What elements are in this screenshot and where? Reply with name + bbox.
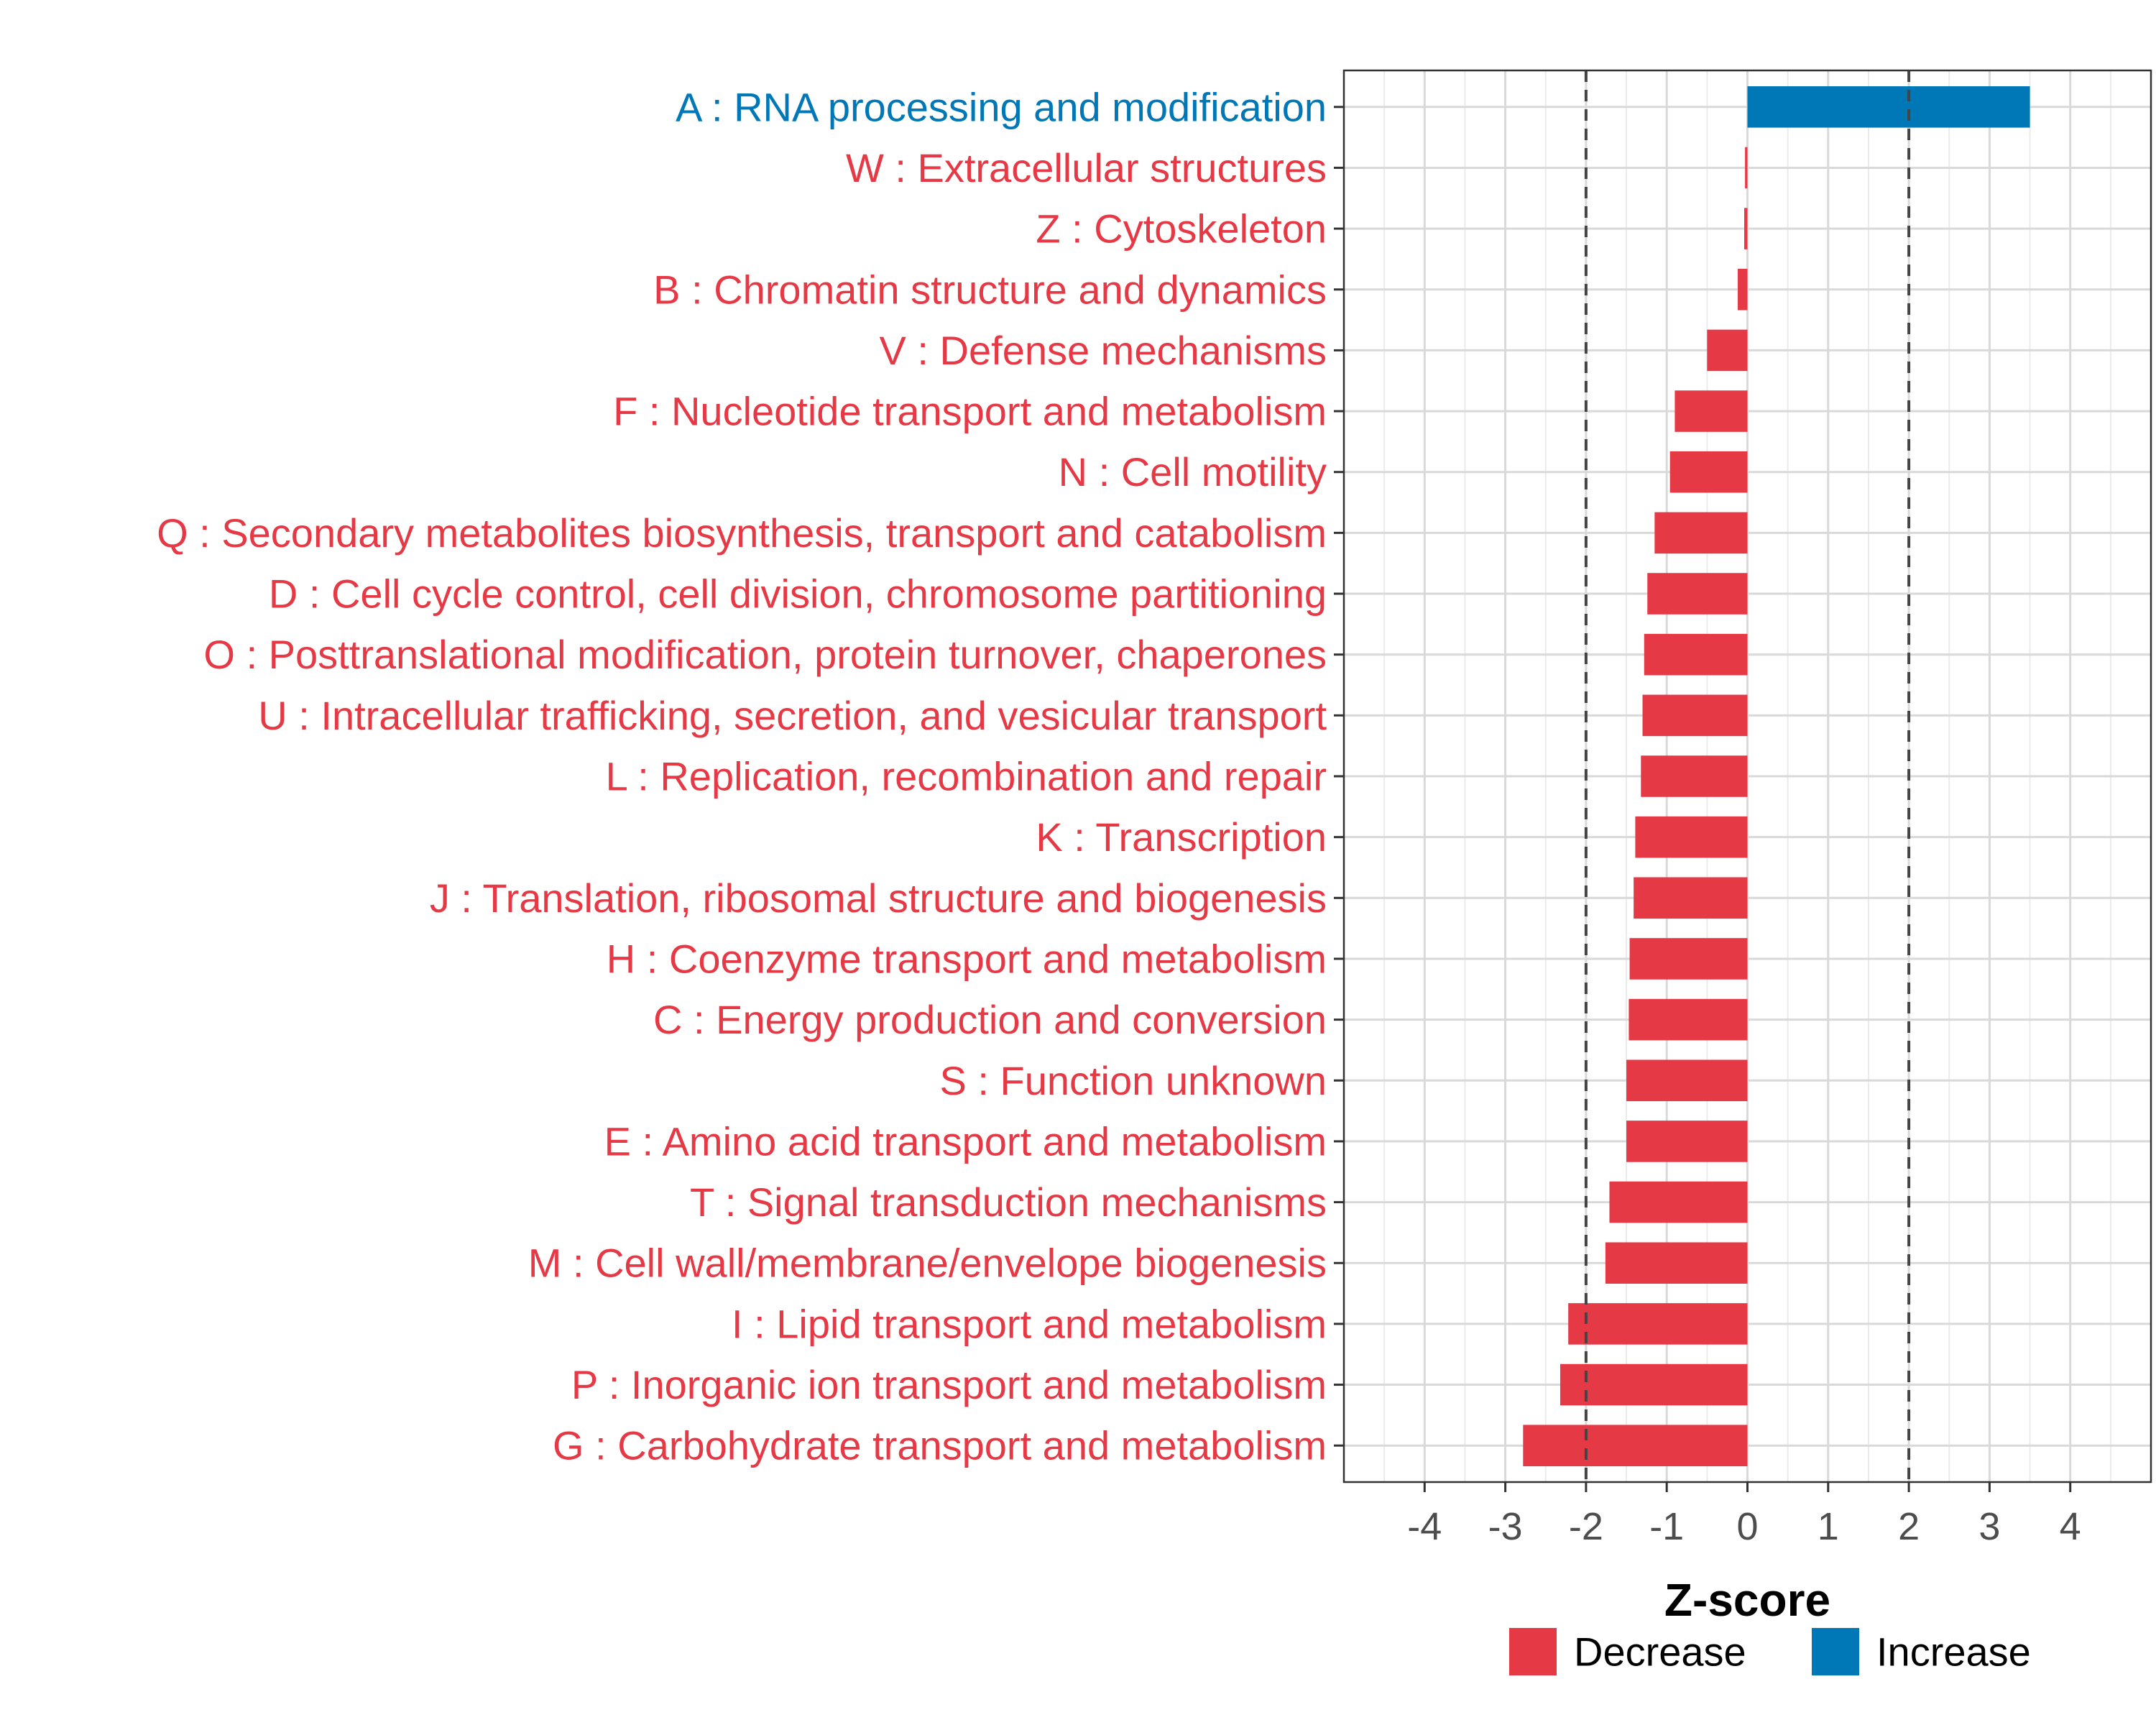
- x-tick-label: -3: [1488, 1505, 1523, 1548]
- y-tick-label: J : Translation, ribosomal structure and…: [430, 875, 1327, 921]
- bar: [1644, 633, 1748, 676]
- y-axis-ticks: [1334, 106, 1344, 1447]
- y-tick-label: E : Amino acid transport and metabolism: [604, 1118, 1327, 1164]
- bar: [1628, 998, 1748, 1041]
- y-tick-label: H : Coenzyme transport and metabolism: [607, 936, 1327, 981]
- y-tick-label: S : Function unknown: [939, 1058, 1327, 1103]
- bar: [1647, 573, 1748, 615]
- bar: [1609, 1181, 1748, 1223]
- bar: [1738, 268, 1748, 310]
- legend: Decrease Increase: [1509, 1628, 2031, 1675]
- bar: [1669, 451, 1748, 493]
- bar: [1654, 512, 1748, 554]
- y-tick-label: K : Transcription: [1036, 814, 1327, 860]
- bar: [1626, 1059, 1748, 1102]
- y-tick-label: V : Defense mechanisms: [880, 328, 1327, 373]
- x-tick-label: 1: [1818, 1505, 1839, 1548]
- x-tick-label: -2: [1569, 1505, 1603, 1548]
- legend-label: Increase: [1876, 1629, 2031, 1675]
- y-tick-label: G : Carbohydrate transport and metabolis…: [553, 1423, 1327, 1468]
- y-tick-label: C : Energy production and conversion: [653, 997, 1327, 1042]
- legend-key: [1509, 1628, 1557, 1675]
- y-tick-label: M : Cell wall/membrane/envelope biogenes…: [528, 1241, 1327, 1286]
- bar: [1605, 1242, 1748, 1284]
- x-axis-ticks: -4 -3 -2 -1 0 1 2 3 4: [1407, 1482, 2081, 1548]
- bar: [1641, 755, 1748, 797]
- bar: [1560, 1363, 1748, 1406]
- bar: [1744, 208, 1748, 249]
- y-tick-label: L : Replication, recombination and repai…: [606, 754, 1327, 799]
- bar: [1634, 877, 1748, 919]
- y-tick-label: T : Signal transduction mechanisms: [690, 1179, 1327, 1225]
- bar: [1674, 390, 1748, 432]
- y-tick-label: D : Cell cycle control, cell division, c…: [269, 571, 1327, 617]
- y-tick-label: Q : Secondary metabolites biosynthesis, …: [157, 510, 1327, 556]
- x-tick-label: -4: [1407, 1505, 1442, 1548]
- y-tick-label: U : Intracellular trafficking, secretion…: [258, 693, 1327, 738]
- y-tick-label: P : Inorganic ion transport and metaboli…: [571, 1362, 1327, 1407]
- bar: [1747, 86, 2030, 128]
- x-tick-label: 0: [1736, 1505, 1758, 1548]
- bar: [1745, 147, 1748, 189]
- x-tick-label: 2: [1898, 1505, 1920, 1548]
- y-axis-labels: A : RNA processing and modification W : E…: [157, 84, 1327, 1468]
- legend-key: [1812, 1628, 1859, 1675]
- x-tick-label: 4: [2060, 1505, 2081, 1548]
- y-tick-label: B : Chromatin structure and dynamics: [653, 267, 1327, 312]
- x-axis-title: Z-score: [1664, 1574, 1830, 1626]
- bar: [1635, 816, 1748, 858]
- y-tick-label: F : Nucleotide transport and metabolism: [613, 389, 1327, 434]
- threshold-lines: [1584, 70, 1911, 1482]
- y-tick-label: W : Extracellular structures: [846, 145, 1327, 190]
- bars: [1523, 86, 2030, 1466]
- legend-label: Decrease: [1574, 1629, 1746, 1675]
- x-tick-label: -1: [1649, 1505, 1684, 1548]
- y-tick-label: I : Lipid transport and metabolism: [732, 1301, 1327, 1346]
- y-tick-label: Z : Cytoskeleton: [1036, 206, 1327, 252]
- y-tick-label: O : Posttranslational modification, prot…: [203, 632, 1327, 677]
- bar: [1642, 694, 1748, 737]
- bar: [1629, 938, 1748, 980]
- bar: [1568, 1303, 1748, 1345]
- bar: [1626, 1121, 1748, 1162]
- bar: [1523, 1425, 1748, 1466]
- bar: [1707, 329, 1748, 372]
- x-tick-label: 3: [1978, 1505, 2000, 1548]
- y-tick-label: A : RNA processing and modification: [676, 84, 1327, 129]
- y-tick-label: N : Cell motility: [1059, 449, 1327, 494]
